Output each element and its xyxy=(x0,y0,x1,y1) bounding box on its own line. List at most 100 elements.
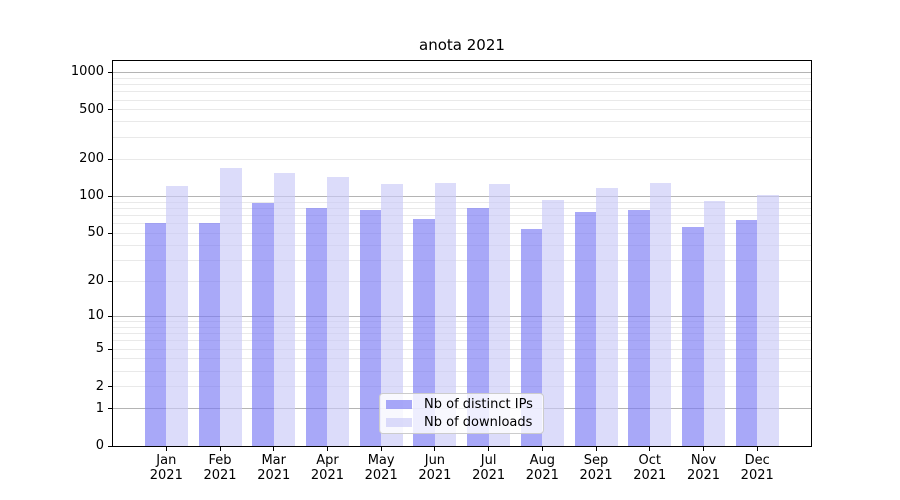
y-tick-label: 100 xyxy=(79,188,104,204)
x-tick xyxy=(703,447,704,451)
bar-nb-of-distinct-ips-mar xyxy=(252,203,274,446)
gridline-minor xyxy=(113,215,811,217)
y-tick xyxy=(108,158,112,160)
x-tick-year: 2021 xyxy=(579,468,613,483)
legend-swatch-downloads xyxy=(386,418,412,427)
y-tick-label: 2 xyxy=(95,378,104,394)
legend-label-downloads: Nb of downloads xyxy=(424,414,533,430)
gridline-minor xyxy=(113,77,811,79)
x-tick xyxy=(273,447,275,451)
gridline-minor xyxy=(113,201,811,203)
x-tick xyxy=(380,447,382,451)
x-tick-label: Nov 2021 xyxy=(676,453,732,483)
gridline-major xyxy=(113,315,811,317)
x-tick xyxy=(434,447,436,451)
gridline-minor xyxy=(113,207,811,209)
gridline-minor xyxy=(113,280,811,282)
gridline-major xyxy=(113,195,811,197)
x-tick-label: May 2021 xyxy=(353,453,409,483)
x-tick-year: 2021 xyxy=(472,468,506,483)
gridline-minor xyxy=(113,348,811,350)
x-tick-label: Apr 2021 xyxy=(299,453,355,483)
y-tick-label: 20 xyxy=(87,273,104,289)
gridline-minor xyxy=(113,386,811,388)
x-tick-month: Sep xyxy=(583,453,609,468)
x-tick-year: 2021 xyxy=(364,468,398,483)
legend-label-distinct-ips: Nb of distinct IPs xyxy=(424,396,533,412)
plot-area xyxy=(112,60,812,447)
x-tick-year: 2021 xyxy=(525,468,559,483)
legend: Nb of distinct IPs Nb of downloads xyxy=(379,393,544,434)
y-tick-label: 0 xyxy=(95,438,104,453)
x-tick xyxy=(488,447,490,451)
bar-nb-of-downloads-mar xyxy=(273,172,296,446)
y-tick-label: 500 xyxy=(79,101,104,117)
y-tick xyxy=(108,109,112,111)
x-tick xyxy=(595,447,597,451)
gridline-minor xyxy=(113,121,811,123)
y-tick xyxy=(108,315,112,317)
gridline-minor xyxy=(113,99,811,101)
y-tick xyxy=(108,445,112,447)
x-tick-month: Nov xyxy=(690,453,717,468)
gridline-major xyxy=(113,71,811,73)
chart-title: anota 2021 xyxy=(419,36,505,54)
bar-nb-of-distinct-ips-feb xyxy=(198,222,221,446)
y-tick xyxy=(108,408,112,410)
x-tick-label: Dec 2021 xyxy=(729,453,785,483)
bar-nb-of-distinct-ips-jun xyxy=(413,219,435,446)
x-tick-year: 2021 xyxy=(686,468,721,483)
bar-nb-of-distinct-ips-may xyxy=(359,210,382,446)
x-tick-month: May xyxy=(367,453,395,468)
bar-nb-of-downloads-jul xyxy=(488,183,511,446)
x-tick-year: 2021 xyxy=(418,468,452,483)
gridline-minor xyxy=(113,321,811,322)
x-tick-label: Jan 2021 xyxy=(138,453,194,483)
y-tick-label: 5 xyxy=(95,341,104,357)
y-tick-label: 1000 xyxy=(70,64,104,80)
gridline-minor xyxy=(113,326,811,328)
bar-nb-of-downloads-aug xyxy=(542,199,564,446)
x-tick-year: 2021 xyxy=(203,468,237,483)
y-tick xyxy=(108,386,112,388)
x-tick-month: Jul xyxy=(480,453,497,468)
x-tick-label: Aug 2021 xyxy=(514,453,570,483)
gridline-minor xyxy=(113,358,811,360)
x-tick-year: 2021 xyxy=(257,468,291,483)
legend-item-distinct-ips: Nb of distinct IPs xyxy=(386,396,537,412)
x-tick-year: 2021 xyxy=(740,468,774,483)
x-tick-label: Mar 2021 xyxy=(246,453,302,483)
gridline-minor xyxy=(113,244,811,246)
gridline-minor xyxy=(113,158,811,160)
bar-nb-of-downloads-jan xyxy=(166,185,188,446)
x-tick-month: Jun xyxy=(424,453,446,468)
bar-nb-of-distinct-ips-dec xyxy=(735,220,758,446)
x-tick-month: Dec xyxy=(744,453,770,468)
gridline-minor xyxy=(113,259,811,261)
y-tick xyxy=(108,232,112,234)
x-tick-month: Oct xyxy=(638,453,661,468)
x-tick-year: 2021 xyxy=(633,468,667,483)
x-tick xyxy=(219,447,221,451)
x-tick-label: Oct 2021 xyxy=(622,453,678,483)
x-tick xyxy=(756,447,758,451)
x-tick-year: 2021 xyxy=(149,468,183,483)
gridline-minor xyxy=(113,232,811,234)
gridline-minor xyxy=(113,83,811,85)
y-tick-label: 50 xyxy=(87,225,104,241)
bar-nb-of-downloads-sep xyxy=(596,188,618,446)
x-tick-month: Jan xyxy=(156,453,177,468)
x-tick-label: Jul 2021 xyxy=(461,453,517,483)
y-tick-label: 200 xyxy=(79,151,104,167)
x-tick-month: Feb xyxy=(208,453,232,468)
gridline-minor xyxy=(113,91,811,93)
bar-nb-of-downloads-jun xyxy=(434,183,457,446)
x-tick-month: Apr xyxy=(316,453,339,468)
y-tick-label: 1 xyxy=(95,400,104,416)
y-tick xyxy=(108,348,112,350)
bar-nb-of-distinct-ips-nov xyxy=(682,227,704,446)
x-tick-year: 2021 xyxy=(310,468,344,483)
gridline-minor xyxy=(113,370,811,372)
x-tick xyxy=(165,447,167,451)
